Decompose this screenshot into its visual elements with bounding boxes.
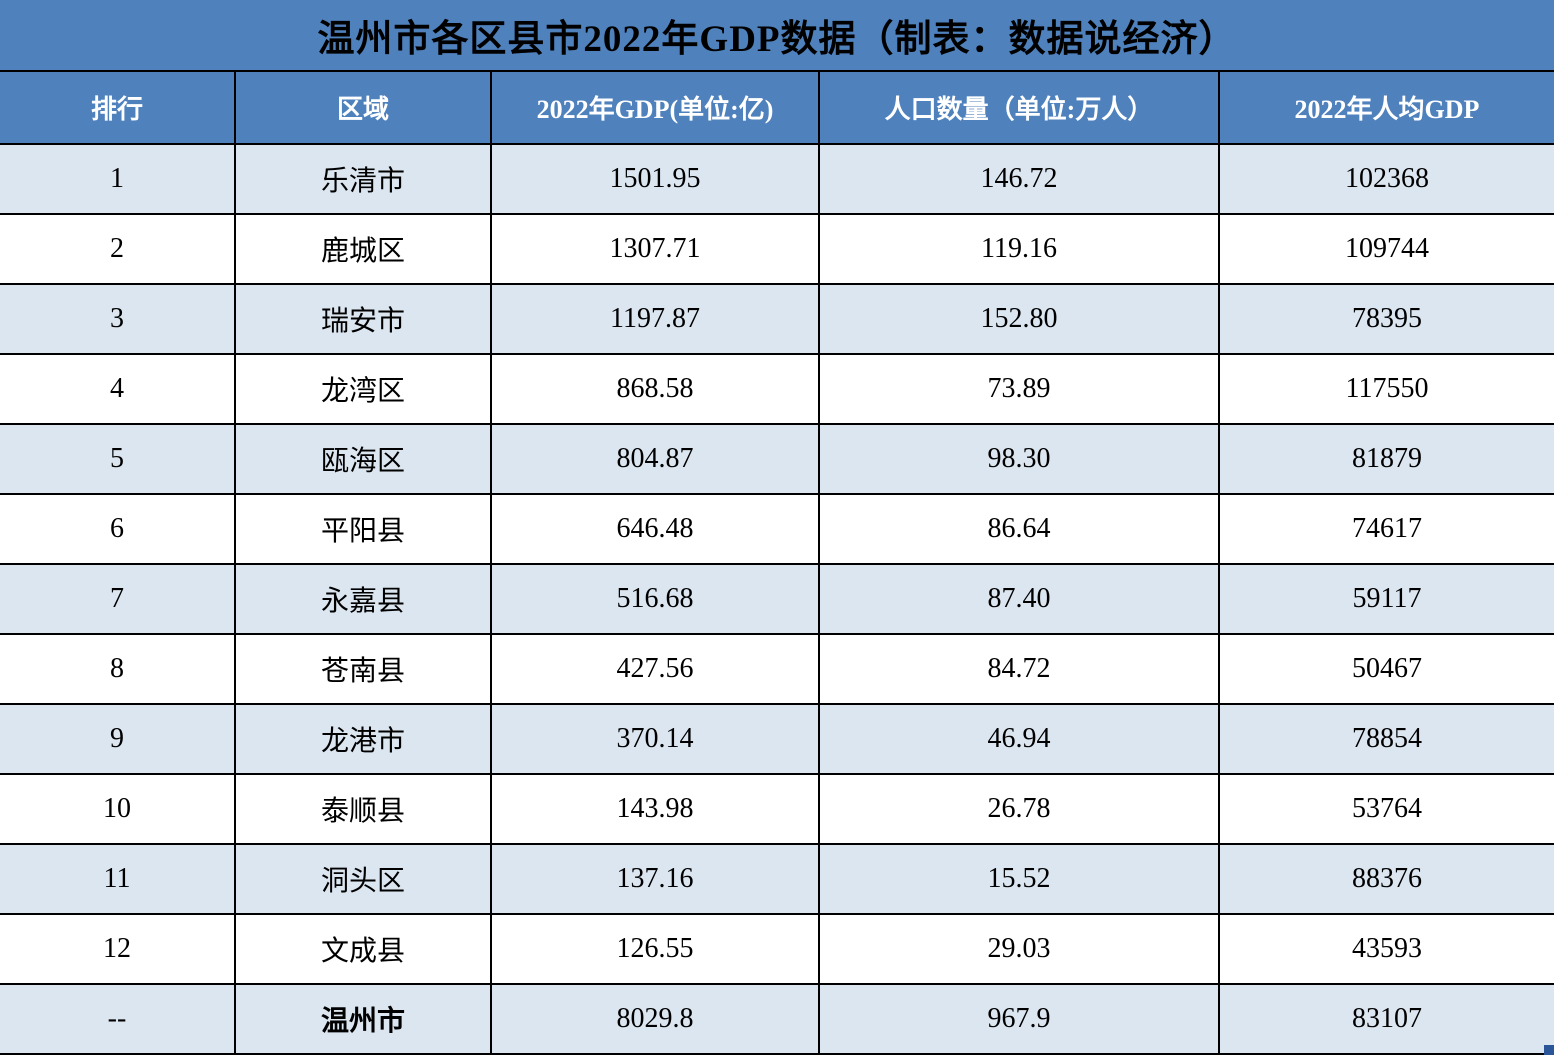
table-row: 8 苍南县 427.56 84.72 50467 — [0, 635, 1554, 705]
cell-gdp[interactable]: 868.58 — [492, 355, 820, 423]
cell-region[interactable]: 苍南县 — [236, 635, 492, 703]
cell-population[interactable]: 86.64 — [820, 495, 1220, 563]
cell-region[interactable]: 泰顺县 — [236, 775, 492, 843]
cell-region[interactable]: 乐清市 — [236, 145, 492, 213]
cell-gdp[interactable]: 1307.71 — [492, 215, 820, 283]
cell-region[interactable]: 龙港市 — [236, 705, 492, 773]
cell-rank[interactable]: 3 — [0, 285, 236, 353]
cell-per-capita-gdp[interactable]: 78395 — [1352, 303, 1422, 334]
header-row: 排行 区域 2022年GDP(单位:亿) 人口数量（单位:万人） 2022年人均GDP — [0, 72, 1554, 145]
cell-region[interactable]: 永嘉县 — [236, 565, 492, 633]
cell-rank[interactable]: 7 — [0, 565, 236, 633]
cell-rank[interactable]: -- — [0, 985, 236, 1053]
cell-population[interactable]: 87.40 — [820, 565, 1220, 633]
cell-rank[interactable]: 6 — [0, 495, 236, 563]
table-row: 7 永嘉县 516.68 87.40 59117 — [0, 565, 1554, 635]
cell-gdp[interactable]: 516.68 — [492, 565, 820, 633]
table-body: 1 乐清市 1501.95 146.72 102368 2 鹿城区 1307.71 119.16… — [0, 145, 1554, 1055]
column-header-population[interactable]: 人口数量（单位:万人） — [820, 72, 1220, 143]
cell-region[interactable]: 平阳县 — [236, 495, 492, 563]
cell-per-capita-gdp[interactable]: 83107 — [1352, 1003, 1422, 1034]
column-header-rank[interactable]: 排行 — [0, 72, 236, 143]
cell-gdp[interactable]: 137.16 — [492, 845, 820, 913]
cell-rank[interactable]: 4 — [0, 355, 236, 423]
cell-population[interactable]: 46.94 — [820, 705, 1220, 773]
cell-per-capita-gdp[interactable]: 74617 — [1352, 513, 1422, 544]
cell-per-capita-gdp[interactable]: 102368 — [1345, 163, 1429, 194]
cell-region[interactable]: 鹿城区 — [236, 215, 492, 283]
cell-gdp[interactable]: 427.56 — [492, 635, 820, 703]
cell-region[interactable]: 瓯海区 — [236, 425, 492, 493]
cell-region[interactable]: 文成县 — [236, 915, 492, 983]
table-row: 1 乐清市 1501.95 146.72 102368 — [0, 145, 1554, 215]
cell-gdp[interactable]: 1197.87 — [492, 285, 820, 353]
cell-region[interactable]: 瑞安市 — [236, 285, 492, 353]
cell-per-capita-gdp[interactable]: 53764 — [1352, 793, 1422, 824]
cell-population[interactable]: 98.30 — [820, 425, 1220, 493]
table-row: 4 龙湾区 868.58 73.89 117550 — [0, 355, 1554, 425]
cell-rank[interactable]: 5 — [0, 425, 236, 493]
column-header-region[interactable]: 区域 — [236, 72, 492, 143]
cell-per-capita-gdp[interactable]: 81879 — [1352, 443, 1422, 474]
cell-rank[interactable]: 11 — [0, 845, 236, 913]
cell-population[interactable]: 84.72 — [820, 635, 1220, 703]
table-row: 11 洞头区 137.16 15.52 88376 — [0, 845, 1554, 915]
cell-region[interactable]: 温州市 — [236, 985, 492, 1053]
cell-population[interactable]: 26.78 — [820, 775, 1220, 843]
cell-gdp[interactable]: 143.98 — [492, 775, 820, 843]
table-row: 10 泰顺县 143.98 26.78 53764 — [0, 775, 1554, 845]
cell-region[interactable]: 洞头区 — [236, 845, 492, 913]
cell-population[interactable]: 152.80 — [820, 285, 1220, 353]
cell-rank[interactable]: 1 — [0, 145, 236, 213]
cell-gdp[interactable]: 646.48 — [492, 495, 820, 563]
cell-per-capita-gdp[interactable]: 59117 — [1352, 583, 1422, 614]
column-header-gdp[interactable]: 2022年GDP(单位:亿) — [492, 72, 820, 143]
cell-population[interactable]: 15.52 — [820, 845, 1220, 913]
cell-rank[interactable]: 10 — [0, 775, 236, 843]
cell-rank[interactable]: 9 — [0, 705, 236, 773]
table-title: 温州市各区县市2022年GDP数据（制表：数据说经济） — [0, 0, 1554, 72]
table-row: 5 瓯海区 804.87 98.30 81879 — [0, 425, 1554, 495]
cell-population[interactable]: 146.72 — [820, 145, 1220, 213]
table-row: 12 文成县 126.55 29.03 43593 — [0, 915, 1554, 985]
cell-rank[interactable]: 8 — [0, 635, 236, 703]
cell-gdp[interactable]: 370.14 — [492, 705, 820, 773]
table-row-total: -- 温州市 8029.8 967.9 83107 — [0, 985, 1554, 1055]
cell-per-capita-gdp[interactable]: 88376 — [1352, 863, 1422, 894]
cell-per-capita-gdp[interactable]: 109744 — [1345, 233, 1429, 264]
cell-per-capita-gdp[interactable]: 50467 — [1352, 653, 1422, 684]
cell-region[interactable]: 龙湾区 — [236, 355, 492, 423]
cell-rank[interactable]: 12 — [0, 915, 236, 983]
cell-population[interactable]: 119.16 — [820, 215, 1220, 283]
table-row: 6 平阳县 646.48 86.64 74617 — [0, 495, 1554, 565]
cell-population[interactable]: 73.89 — [820, 355, 1220, 423]
cell-per-capita-gdp[interactable]: 78854 — [1352, 723, 1422, 754]
cell-gdp[interactable]: 126.55 — [492, 915, 820, 983]
column-header-per-capita-gdp[interactable]: 2022年人均GDP — [1294, 95, 1480, 124]
table-row: 9 龙港市 370.14 46.94 78854 — [0, 705, 1554, 775]
cell-population[interactable]: 967.9 — [820, 985, 1220, 1053]
cell-gdp[interactable]: 8029.8 — [492, 985, 820, 1053]
cell-rank[interactable]: 2 — [0, 215, 236, 283]
cell-gdp[interactable]: 804.87 — [492, 425, 820, 493]
cell-gdp[interactable]: 1501.95 — [492, 145, 820, 213]
table-row: 2 鹿城区 1307.71 119.16 109744 — [0, 215, 1554, 285]
cell-per-capita-gdp[interactable]: 43593 — [1352, 933, 1422, 964]
table-row: 3 瑞安市 1197.87 152.80 78395 — [0, 285, 1554, 355]
excel-fill-handle-icon[interactable] — [1544, 1045, 1554, 1055]
cell-per-capita-gdp[interactable]: 117550 — [1345, 373, 1429, 404]
cell-population[interactable]: 29.03 — [820, 915, 1220, 983]
